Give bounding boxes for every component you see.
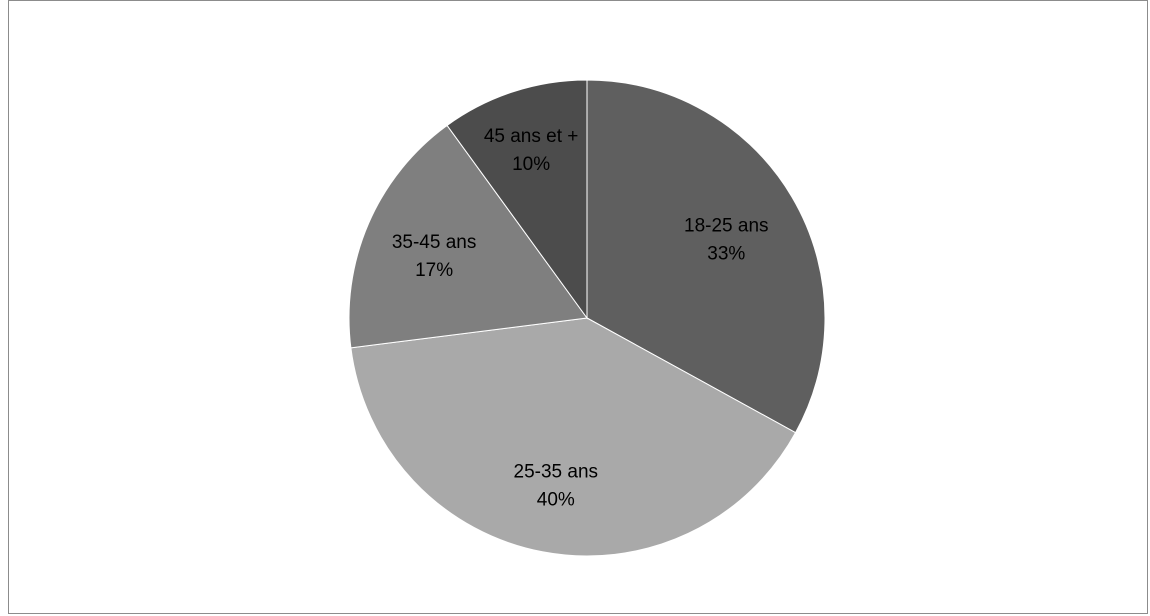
chart-area: 18-25 ans 33% 25-35 ans 40% 35-45 ans 17% 45 a… bbox=[8, 0, 1148, 614]
pie-slice-4 bbox=[446, 79, 588, 320]
pie-chart: 18-25 ans 33% 25-35 ans 40% 35-45 ans 17% 45 a… bbox=[348, 79, 826, 557]
pie-slices bbox=[348, 79, 826, 557]
pie-labels: 18-25 ans 33% 25-35 ans 40% 35-45 ans 17% 45 a… bbox=[392, 126, 769, 511]
pie-slice-2 bbox=[350, 317, 797, 557]
pie-slice-1 bbox=[586, 79, 826, 434]
pie-slice-3 bbox=[348, 124, 588, 349]
slice-category-label: 18-25 ans bbox=[684, 216, 769, 237]
slice-percent-label: 33% bbox=[707, 244, 745, 265]
slice-percent-label: 17% bbox=[415, 260, 453, 281]
slice-percent-label: 40% bbox=[537, 490, 575, 511]
slice-percent-label: 10% bbox=[512, 154, 550, 175]
slice-category-label: 25-35 ans bbox=[514, 462, 599, 483]
slice-category-label: 35-45 ans bbox=[392, 232, 477, 253]
slice-category-label: 45 ans et + bbox=[484, 126, 579, 147]
